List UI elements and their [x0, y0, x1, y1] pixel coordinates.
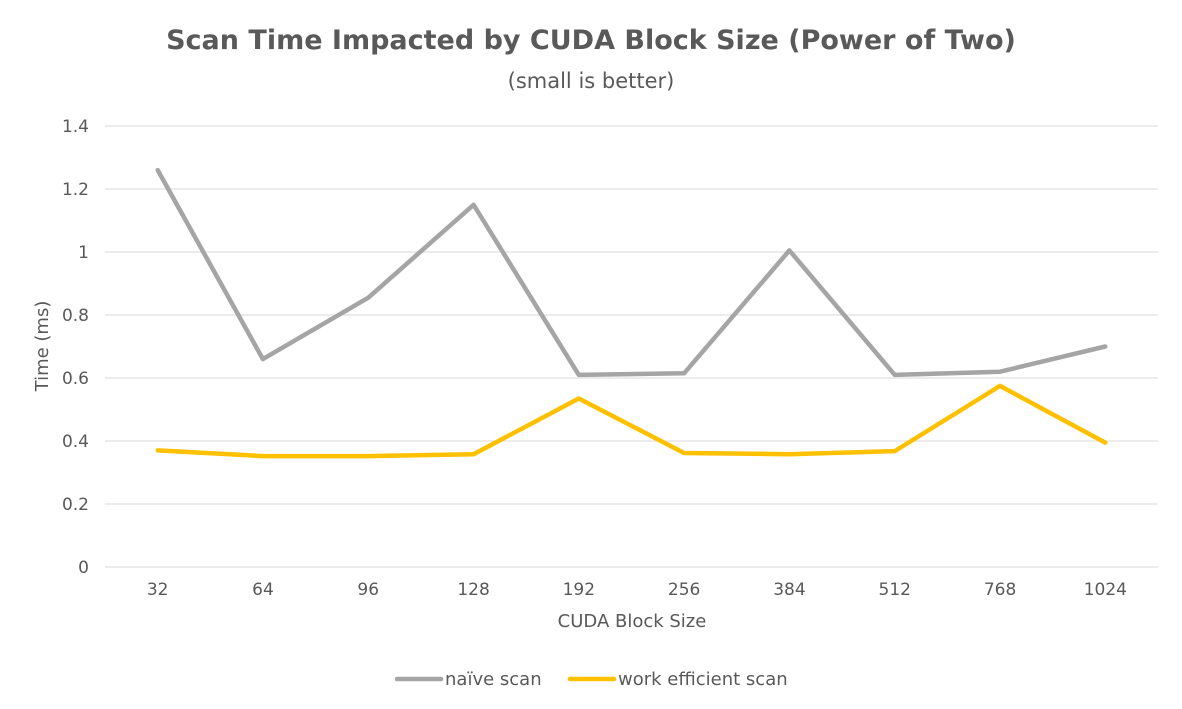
x-tick-label: 64	[252, 580, 274, 600]
x-tick-label: 192	[563, 580, 595, 600]
y-tick-label: 1.2	[62, 180, 89, 200]
y-axis-label: Time (ms)	[32, 301, 53, 393]
x-tick-label: 32	[147, 580, 169, 600]
x-tick-label: 96	[357, 580, 379, 600]
series-line-work-efficient-scan	[155, 383, 1108, 459]
y-tick-label: 0.2	[62, 495, 89, 515]
x-tick-label: 256	[668, 580, 700, 600]
series-lines	[155, 167, 1108, 459]
legend-label: work efficient scan	[618, 669, 788, 690]
y-tick-label: 1	[78, 243, 89, 263]
chart-title: Scan Time Impacted by CUDA Block Size (P…	[166, 25, 1016, 56]
x-axis-ticks: 32 64 96 128 192 256 384 512 768 1024	[147, 580, 1127, 600]
x-tick-label: 128	[457, 580, 489, 600]
x-tick-label: 384	[773, 580, 805, 600]
series-line-naive-scan	[155, 167, 1108, 378]
y-tick-label: 0.4	[62, 432, 89, 452]
y-tick-label: 0.6	[62, 369, 89, 389]
chart-subtitle: (small is better)	[508, 69, 675, 93]
y-tick-label: 1.4	[62, 117, 89, 137]
x-tick-label: 768	[984, 580, 1016, 600]
x-tick-label: 1024	[1084, 580, 1127, 600]
legend-label: naïve scan	[445, 669, 542, 690]
x-tick-label: 512	[879, 580, 911, 600]
y-axis-ticks: 0 0.2 0.4 0.6 0.8 1 1.2 1.4	[62, 117, 89, 578]
legend: naïve scan work efficient scan	[394, 669, 788, 690]
gridlines	[105, 125, 1158, 568]
x-axis-label: CUDA Block Size	[558, 611, 707, 632]
y-tick-label: 0.8	[62, 306, 89, 326]
y-tick-label: 0	[78, 558, 89, 578]
